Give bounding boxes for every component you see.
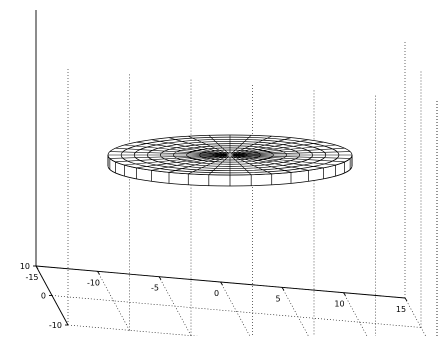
mesh-spoke bbox=[231, 155, 272, 175]
mesh-spoke bbox=[151, 155, 228, 171]
x-tick-mark bbox=[35, 265, 39, 270]
mesh-spoke bbox=[232, 155, 309, 171]
disk-face bbox=[108, 135, 352, 175]
mesh-spoke bbox=[231, 137, 292, 155]
y-tick-label: 10 bbox=[20, 262, 30, 271]
mesh-spoke bbox=[233, 147, 345, 156]
y-tick-label: 0 bbox=[41, 292, 46, 301]
mesh-spoke bbox=[233, 154, 345, 163]
x-tick-mark bbox=[281, 287, 285, 291]
mesh-spoke bbox=[232, 139, 309, 155]
mesh-spoke bbox=[233, 144, 336, 155]
y-tick-label: -10 bbox=[49, 321, 62, 330]
x-tick-label: 0 bbox=[214, 289, 219, 298]
mesh-spoke bbox=[109, 151, 227, 156]
x-tick-label: 10 bbox=[334, 300, 344, 309]
floor-gridline-x bbox=[281, 287, 312, 341]
mesh-spoke bbox=[109, 154, 227, 159]
x-tick-label: -5 bbox=[151, 284, 159, 293]
x-tick-mark bbox=[343, 292, 346, 296]
floor-gridline-x bbox=[220, 281, 253, 341]
mesh-spoke bbox=[136, 141, 227, 155]
mesh-spoke bbox=[231, 135, 272, 155]
mesh-spoke bbox=[124, 155, 227, 166]
mesh-spoke bbox=[230, 155, 252, 175]
mesh-spoke bbox=[115, 154, 227, 163]
mesh-spoke bbox=[124, 144, 227, 155]
x-tick-label: 5 bbox=[275, 294, 280, 303]
mesh-spoke bbox=[233, 154, 351, 159]
mesh-spoke bbox=[188, 155, 229, 175]
x-tick-label: 15 bbox=[396, 305, 406, 314]
x-tick-label: -15 bbox=[25, 273, 38, 282]
x-tick-label: -10 bbox=[87, 278, 100, 287]
mesh-spoke bbox=[168, 137, 229, 155]
x-tick-mark bbox=[404, 297, 408, 302]
tick-labels: -15 -10 -5 0 5 10 15 10 0 -10 bbox=[20, 262, 406, 330]
axis-frame bbox=[33, 10, 408, 326]
mesh-spoke bbox=[233, 155, 324, 169]
x-tick-mark bbox=[158, 276, 162, 280]
mesh-spoke bbox=[231, 155, 292, 173]
mesh-spoke bbox=[233, 151, 351, 156]
x-tick-mark bbox=[220, 281, 223, 286]
disk-surface-mesh bbox=[107, 134, 353, 187]
mesh-spoke bbox=[233, 141, 324, 155]
floor-gridline-x bbox=[343, 292, 371, 341]
mesh-spoke bbox=[168, 155, 229, 173]
grid-lines bbox=[35, 42, 438, 341]
floor-gridline-x bbox=[404, 297, 429, 341]
floor-gridline-x bbox=[97, 271, 130, 331]
mesh-spoke bbox=[233, 155, 336, 166]
mesh-spoke bbox=[208, 135, 230, 155]
mesh-spoke bbox=[230, 135, 252, 155]
x-tick-mark bbox=[97, 271, 100, 275]
mesh-spoke bbox=[208, 155, 230, 175]
mesh-spoke bbox=[136, 155, 227, 169]
mesh-spoke bbox=[151, 139, 228, 155]
mesh-spoke bbox=[115, 147, 227, 156]
mesh-spoke bbox=[188, 135, 229, 155]
